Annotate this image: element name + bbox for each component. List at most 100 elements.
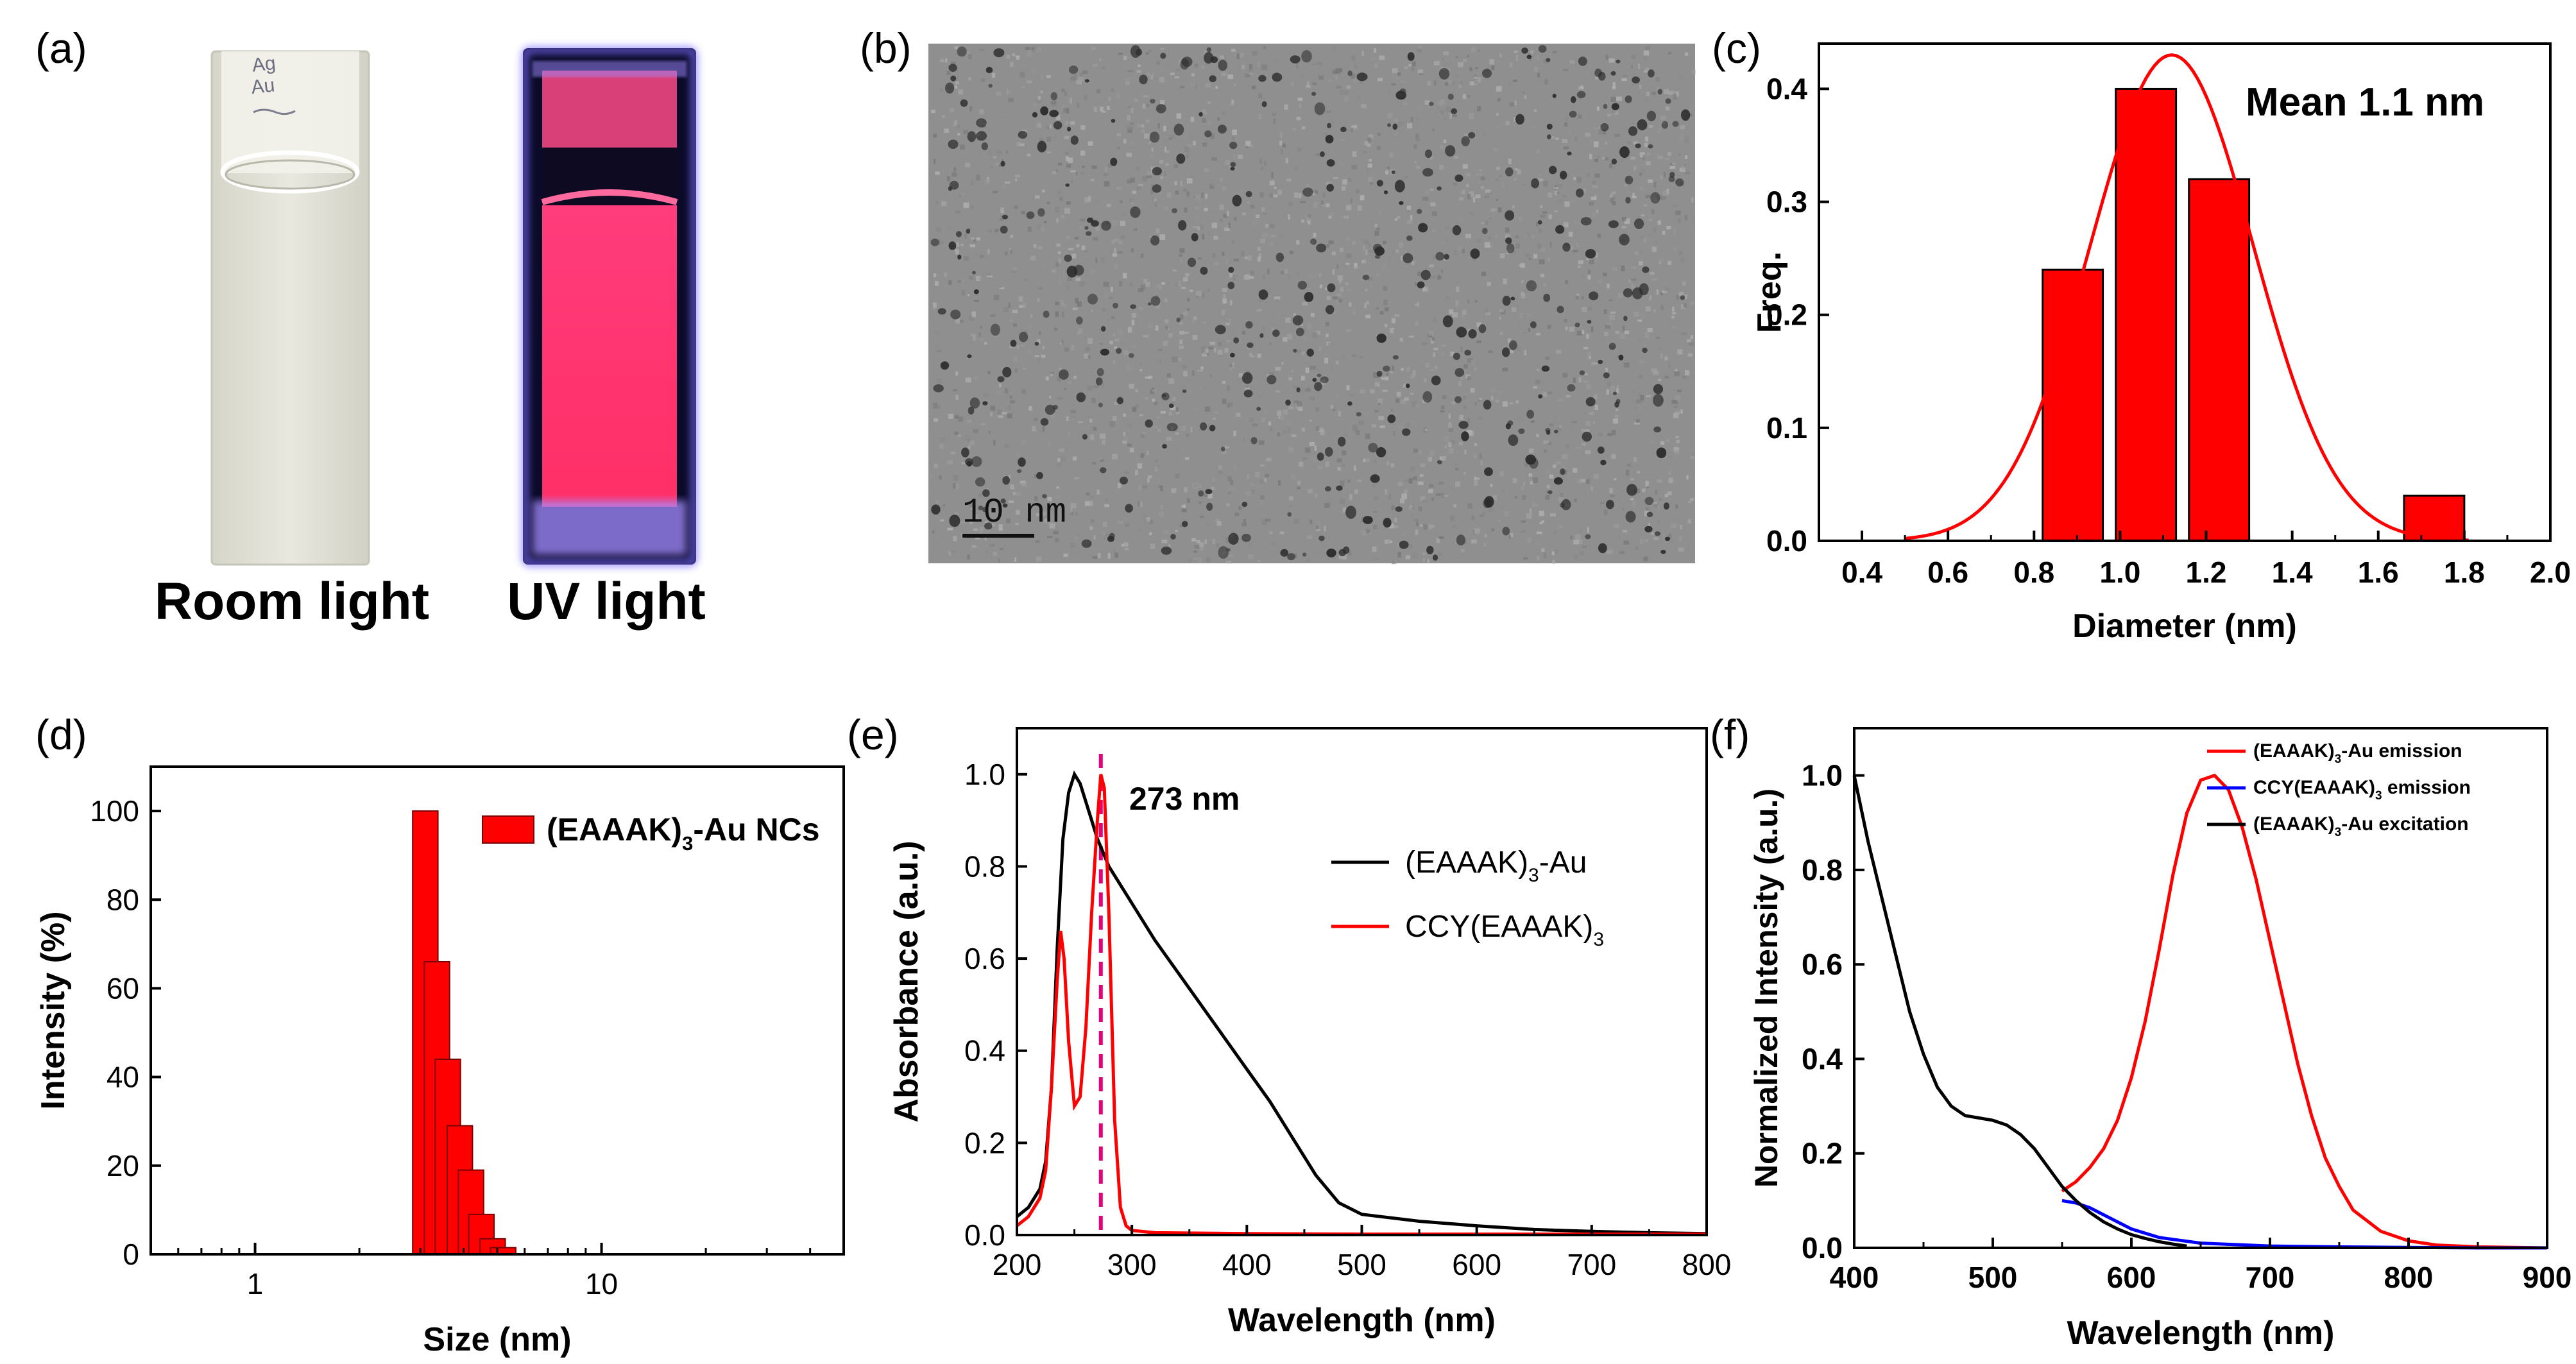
tem-grain [1107, 553, 1111, 559]
tem-particle [1250, 437, 1258, 445]
tem-particle [1569, 110, 1577, 118]
tem-grain [1114, 346, 1118, 349]
tem-grain [1200, 366, 1204, 370]
tem-grain [1270, 242, 1274, 246]
tem-grain [1651, 368, 1657, 373]
tem-grain [1038, 123, 1041, 128]
tem-particle [1506, 243, 1515, 254]
tem-grain [1047, 497, 1052, 501]
tem-grain [960, 144, 965, 150]
tem-grain [1565, 444, 1570, 449]
tem-grain [1467, 55, 1469, 58]
tem-grain [1633, 141, 1639, 144]
tem-grain [1530, 481, 1533, 484]
tem-grain [1037, 358, 1041, 364]
y-tick-label: 0.2 [1802, 1137, 1843, 1170]
tem-grain [1127, 115, 1130, 121]
histogram-chart: 0.4 0.6 0.8 1.0 1.2 1.4 1.6 1.8 2.00.00.10.20.30… [1751, 42, 2571, 645]
tem-grain [1077, 102, 1080, 108]
tem-grain [1070, 543, 1075, 549]
tem-grain [1179, 280, 1181, 287]
tem-grain [1621, 226, 1626, 228]
tem-grain [1412, 370, 1416, 376]
tem-grain [1479, 452, 1482, 459]
tem-grain [1660, 305, 1664, 311]
tem-particle [1120, 476, 1128, 485]
tem-grain [1269, 193, 1273, 198]
tem-grain [1250, 483, 1254, 486]
tem-grain [1088, 355, 1091, 359]
tem-grain [1071, 345, 1075, 350]
tem-grain [1038, 287, 1043, 290]
tem-particle [1220, 447, 1225, 452]
tem-grain [1585, 132, 1591, 137]
tem-grain [1354, 490, 1358, 494]
tem-grain [934, 158, 936, 165]
tem-grain [1655, 241, 1658, 245]
tem-grain [1055, 262, 1059, 267]
tem-grain [1008, 474, 1011, 479]
tem-grain [1630, 278, 1637, 281]
tem-grain [1662, 290, 1668, 293]
tem-particle [967, 131, 977, 142]
tem-particle [1113, 302, 1118, 309]
tem-grain [941, 201, 947, 207]
tem-grain [1648, 298, 1651, 302]
tem-particle [1391, 170, 1395, 175]
tem-grain [1496, 124, 1501, 130]
tem-grain [1384, 539, 1389, 544]
tem-particle [1606, 500, 1614, 509]
tem-grain [1222, 309, 1225, 316]
tem-particle [1634, 218, 1644, 230]
tem-grain [1288, 214, 1290, 220]
tem-grain [964, 234, 967, 239]
tem-grain [1122, 440, 1127, 444]
tem-grain [1045, 376, 1049, 380]
y-tick-label: 1.0 [964, 758, 1005, 791]
tem-grain [1678, 251, 1683, 255]
tem-grain [1194, 545, 1200, 549]
tem-grain [1290, 82, 1294, 87]
tem-grain [1535, 379, 1540, 384]
tem-grain [1465, 234, 1471, 239]
tem-grain [1225, 160, 1231, 166]
tem-grain [1596, 155, 1600, 158]
tem-particle [1681, 109, 1691, 121]
tem-grain [1164, 206, 1168, 211]
tem-grain [1072, 456, 1077, 461]
tem-grain [967, 420, 971, 423]
tem-grain [1504, 511, 1509, 516]
tem-grain [1666, 361, 1672, 367]
tem-grain [1535, 552, 1540, 555]
tem-grain [1573, 377, 1576, 383]
tem-grain [1429, 264, 1434, 268]
tem-grain [1009, 392, 1012, 396]
tem-grain [1182, 311, 1188, 316]
tem-grain [1462, 164, 1468, 169]
panel-label-f: (f) [1710, 711, 1750, 758]
tem-grain [1275, 298, 1279, 302]
tem-particle [1149, 132, 1160, 143]
tem-grain [1614, 110, 1619, 115]
tem-grain [1433, 169, 1437, 174]
tem-grain [973, 528, 978, 531]
tem-grain [1683, 303, 1687, 308]
tem-grain [1351, 73, 1355, 79]
tem-grain [1229, 271, 1233, 278]
tem-grain [1184, 487, 1188, 493]
tem-grain [935, 281, 939, 286]
tem-particle [1623, 288, 1633, 298]
tem-particle [1345, 506, 1356, 519]
tem-grain [1202, 354, 1207, 357]
tem-grain [1471, 463, 1476, 467]
tem-grain [1263, 478, 1267, 482]
tem-grain [1668, 90, 1675, 95]
tem-grain [1187, 491, 1190, 494]
tem-grain [1190, 174, 1194, 179]
tem-particle [1241, 533, 1251, 542]
tem-grain [1302, 457, 1308, 460]
tem-grain [1474, 76, 1478, 80]
tem-particle [1209, 75, 1216, 83]
y-tick-label: 100 [90, 794, 139, 828]
tem-grain [1514, 50, 1518, 53]
